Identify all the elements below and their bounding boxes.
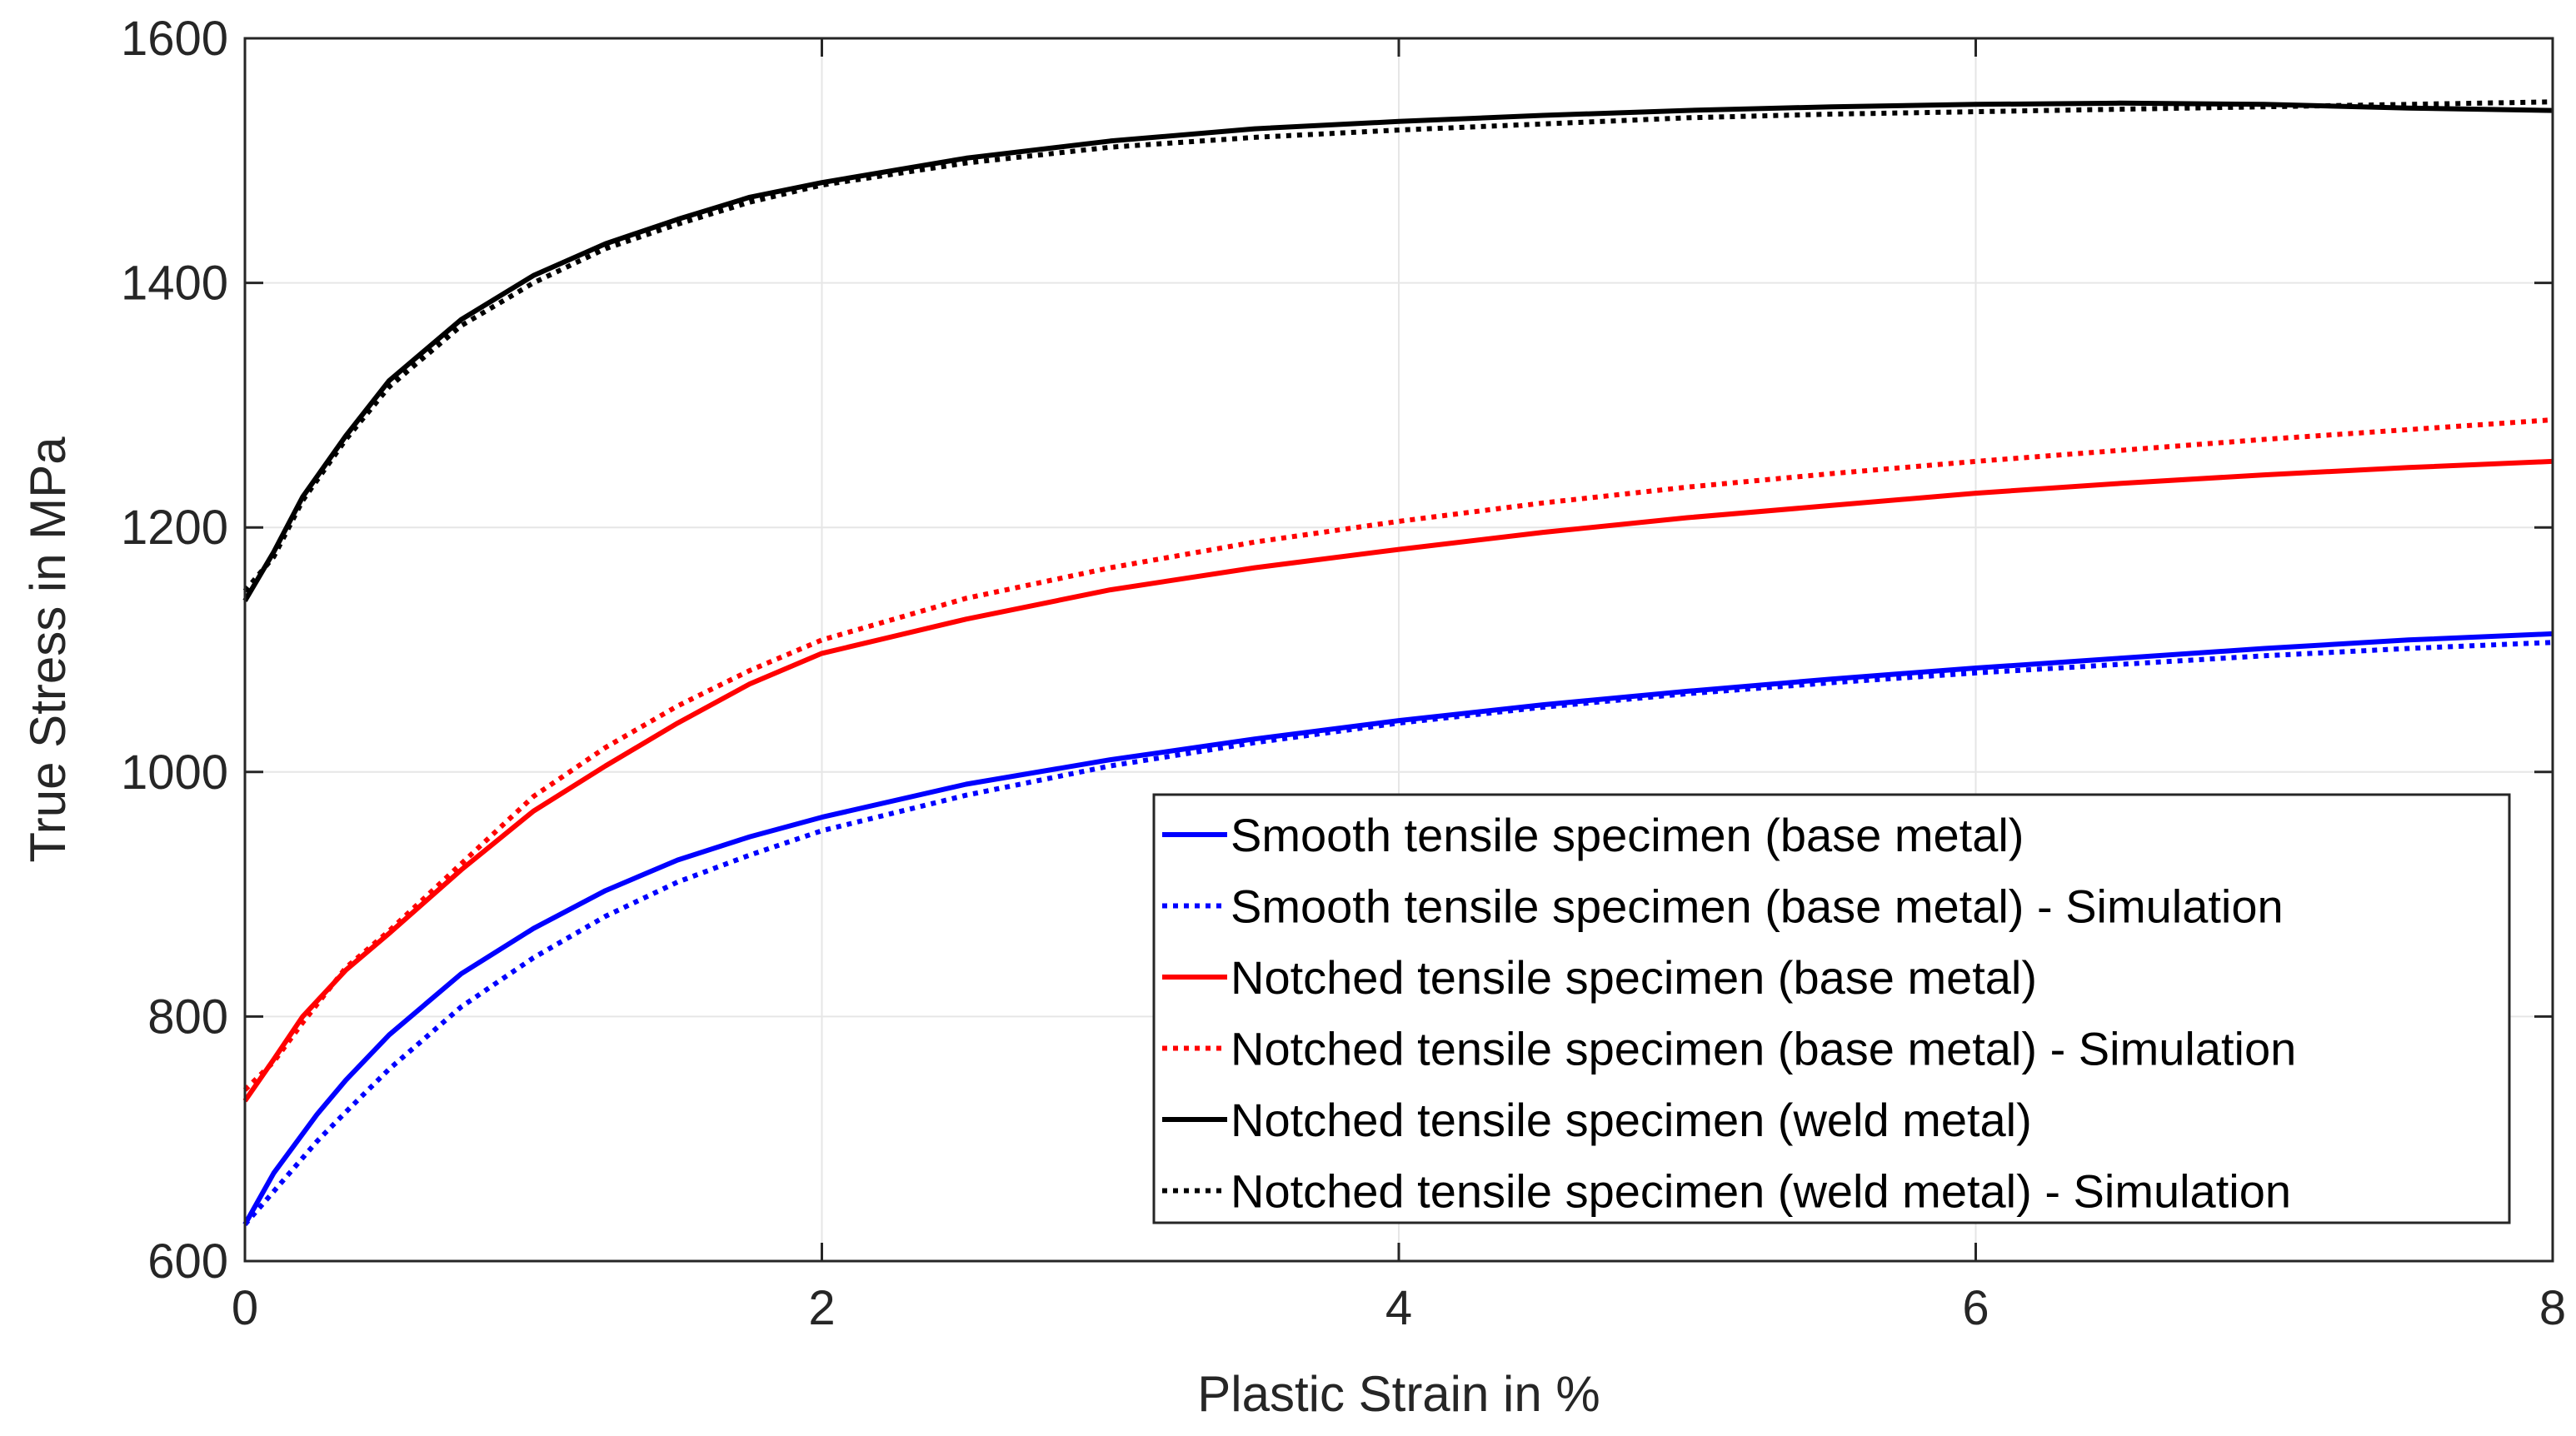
tick-labels: 0 2 4 6 8 600 800 1000 1200 1400 1600 xyxy=(121,12,2566,1335)
y-tick-label: 600 xyxy=(147,1234,228,1289)
legend: Smooth tensile specimen (base metal) Smoo… xyxy=(1152,793,2511,1224)
legend-label-6: Notched tensile specimen (weld metal) - … xyxy=(1231,1165,2291,1218)
x-tick-label: 6 xyxy=(1962,1281,1989,1335)
y-axis-title: True Stress in MPa xyxy=(20,436,76,863)
ticks xyxy=(243,37,2554,1263)
x-axis-title: Plastic Strain in % xyxy=(1197,1366,1600,1422)
legend-label-4: Notched tensile specimen (base metal) - … xyxy=(1231,1023,2296,1075)
legend-label-3: Notched tensile specimen (base metal) xyxy=(1231,951,2037,1004)
y-tick-label: 1600 xyxy=(121,12,228,66)
series-line-6 xyxy=(242,99,2554,593)
series-line-1 xyxy=(242,631,2554,1226)
series-line-2 xyxy=(242,640,2554,1226)
x-tick-label: 0 xyxy=(232,1281,258,1335)
x-tick-label: 2 xyxy=(808,1281,835,1335)
legend-label-2: Smooth tensile specimen (base metal) - S… xyxy=(1231,880,2284,933)
x-tick-label: 8 xyxy=(2539,1281,2566,1335)
legend-box xyxy=(1152,793,2511,1224)
y-tick-label: 800 xyxy=(147,990,228,1044)
legend-label-5: Notched tensile specimen (weld metal) xyxy=(1231,1094,2032,1146)
x-tick-label: 4 xyxy=(1385,1281,1412,1335)
series-group xyxy=(242,99,2554,1226)
y-tick-label: 1200 xyxy=(121,501,228,555)
legend-label-1: Smooth tensile specimen (base metal) xyxy=(1231,809,2024,861)
y-tick-label: 1400 xyxy=(121,257,228,311)
series-line-4 xyxy=(242,417,2554,1092)
y-tick-label: 1000 xyxy=(121,745,228,800)
series-line-5 xyxy=(242,100,2554,602)
